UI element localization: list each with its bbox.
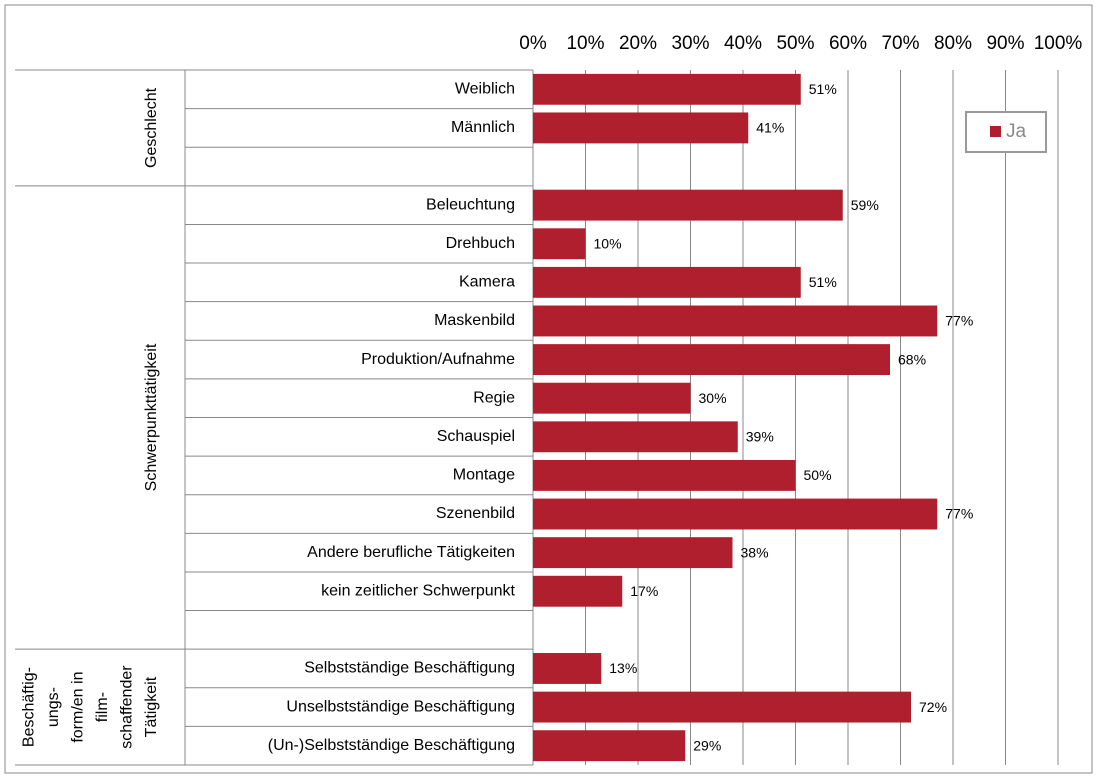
data-label: 13% [609,660,637,676]
category-label: (Un-)Selbstständige Beschäftigung [268,737,515,754]
bar [533,382,691,414]
category-label: Regie [473,389,515,406]
group-label: form/en in [70,672,87,743]
x-tick-label: 70% [881,33,919,54]
category-label: Beleuchtung [426,196,515,213]
group-label: film- [94,692,111,722]
legend-swatch [990,126,1001,137]
x-tick-label: 50% [776,33,814,54]
x-tick-label: 0% [519,33,547,54]
bar [533,459,796,491]
category-label: Andere berufliche Tätigkeiten [307,544,515,561]
legend-label: Ja [1006,121,1027,142]
data-label: 39% [746,429,774,445]
bar [533,498,938,530]
group-label: schaffender [119,665,136,749]
bar [533,421,738,453]
bar [533,691,911,723]
bar [533,266,801,298]
data-label: 29% [693,737,721,753]
category-label: Maskenbild [434,312,515,329]
category-label: Montage [453,467,515,484]
bar [533,730,686,762]
category-label: kein zeitlicher Schwerpunkt [321,582,515,599]
data-label: 50% [804,467,832,483]
bar [533,228,586,260]
x-tick-label: 80% [934,33,972,54]
x-tick-label: 10% [566,33,604,54]
data-label: 10% [594,235,622,251]
category-label: Drehbuch [446,235,515,252]
category-label: Kamera [459,274,515,291]
data-label: 77% [945,313,973,329]
category-label: Szenenbild [436,505,515,522]
category-label: Produktion/Aufnahme [361,351,515,368]
group-label: ungs- [45,687,62,727]
group-label: Tätigkeit [143,676,160,737]
bar [533,344,890,376]
data-label: 68% [898,351,926,367]
x-tick-label: 100% [1034,33,1083,54]
legend-box [965,111,1047,153]
category-label: Schauspiel [437,428,515,445]
bar [533,537,733,569]
category-label: Männlich [451,119,515,136]
category-label: Unselbstständige Beschäftigung [286,698,515,715]
x-tick-label: 60% [829,33,867,54]
data-label: 51% [809,81,837,97]
data-label: 77% [945,506,973,522]
data-label: 59% [851,197,879,213]
group-label: Schwerpunkttätigkeit [143,343,160,491]
category-label: Selbstständige Beschäftigung [304,660,515,677]
data-label: 41% [756,120,784,136]
group-label: Geschlecht [143,87,160,168]
x-tick-label: 90% [986,33,1024,54]
data-label: 72% [919,699,947,715]
bar [533,189,843,221]
bar [533,305,938,337]
data-label: 38% [741,544,769,560]
bar [533,73,801,105]
group-label: Beschäftig- [21,667,38,747]
x-tick-label: 20% [619,33,657,54]
x-tick-label: 40% [724,33,762,54]
data-label: 17% [630,583,658,599]
bar [533,112,749,144]
category-label: Weiblich [455,81,515,98]
bar [533,575,623,607]
x-tick-label: 30% [671,33,709,54]
bar [533,653,602,684]
data-label: 51% [809,274,837,290]
data-label: 30% [699,390,727,406]
